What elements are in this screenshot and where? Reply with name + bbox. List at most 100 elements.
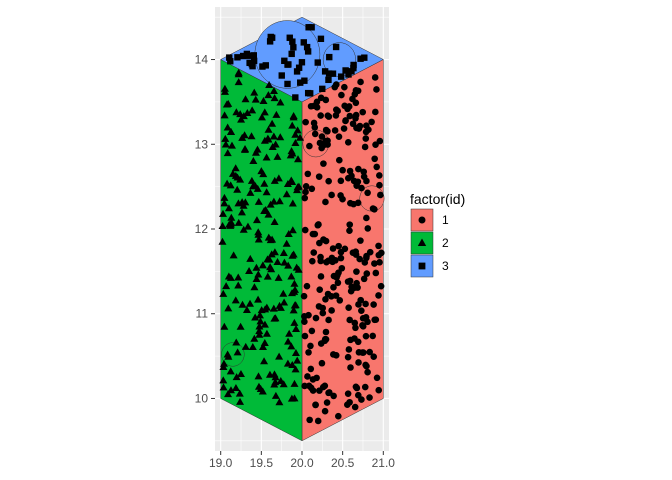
data-point-1 (351, 319, 359, 327)
data-point-2 (219, 359, 228, 367)
data-point-1 (363, 362, 370, 370)
data-point-1 (355, 165, 362, 173)
data-point-1 (329, 258, 336, 266)
data-point-2 (233, 185, 242, 193)
data-point-2 (220, 199, 229, 207)
data-point-1 (320, 160, 327, 167)
data-point-1 (361, 143, 369, 151)
data-point-1 (321, 407, 329, 415)
data-point-2 (218, 221, 227, 229)
data-point-3 (249, 62, 256, 70)
data-point-2 (273, 257, 282, 265)
data-point-3 (292, 94, 299, 101)
data-point-1 (335, 412, 342, 420)
data-point-1 (336, 297, 344, 304)
data-point-2 (234, 199, 243, 207)
data-point-2 (220, 84, 229, 92)
data-point-2 (272, 110, 281, 118)
data-point-1 (354, 178, 362, 186)
data-point-3 (234, 54, 241, 61)
data-point-2 (258, 261, 267, 269)
data-point-2 (219, 289, 228, 297)
data-point-2 (261, 205, 270, 213)
data-point-3 (314, 59, 321, 66)
data-point-2 (238, 300, 247, 308)
data-point-2 (260, 320, 269, 328)
data-point-2 (234, 78, 243, 86)
data-point-2 (221, 134, 230, 142)
data-point-1 (304, 373, 311, 380)
data-point-1 (326, 389, 333, 396)
data-point-2 (248, 106, 257, 114)
data-point-2 (258, 387, 267, 395)
data-point-3 (288, 50, 295, 58)
data-point-1 (358, 307, 365, 314)
data-point-2 (275, 197, 284, 205)
data-point-1 (376, 258, 383, 266)
data-point-1 (335, 133, 343, 141)
data-point-1 (341, 83, 348, 91)
data-point-3 (259, 63, 266, 70)
data-point-2 (224, 272, 233, 280)
data-point-1 (322, 96, 330, 104)
data-point-1 (344, 401, 351, 409)
data-point-2 (285, 329, 294, 337)
data-point-2 (234, 281, 243, 289)
data-point-3 (266, 38, 274, 45)
data-point-1 (337, 254, 345, 262)
data-point-2 (294, 155, 303, 163)
data-point-2 (236, 322, 245, 330)
data-point-2 (255, 322, 264, 330)
data-point-1 (371, 260, 378, 267)
data-point-2 (234, 273, 243, 281)
data-point-2 (255, 327, 264, 335)
data-point-1 (373, 374, 381, 382)
data-point-1 (357, 78, 364, 86)
data-point-1 (349, 95, 356, 103)
data-point-1 (360, 168, 368, 176)
data-point-2 (288, 121, 297, 129)
data-point-1 (352, 115, 359, 122)
data-point-1 (346, 316, 354, 324)
data-point-3 (317, 35, 325, 43)
series-3-points (226, 24, 368, 101)
data-point-2 (254, 197, 263, 205)
data-point-2 (236, 110, 245, 118)
data-point-1 (356, 255, 363, 263)
data-point-2 (218, 209, 227, 217)
x-tick-label: 20.0 (290, 456, 314, 470)
legend: factor(id) 1 2 3 (410, 191, 465, 278)
data-point-3 (350, 61, 357, 69)
data-point-3 (301, 77, 308, 84)
data-point-3 (304, 89, 312, 97)
data-point-1 (363, 214, 370, 222)
data-point-2 (229, 251, 238, 259)
data-point-2 (262, 153, 271, 161)
data-point-1 (331, 83, 339, 91)
data-point-2 (250, 283, 259, 291)
data-point-3 (297, 79, 304, 86)
data-point-2 (288, 226, 297, 234)
data-point-1 (311, 230, 319, 238)
data-point-2 (235, 389, 244, 397)
data-point-1 (362, 128, 370, 136)
data-point-2 (288, 177, 297, 185)
data-point-1 (344, 390, 352, 397)
data-point-1 (361, 383, 369, 391)
series-1-points (300, 74, 385, 425)
data-point-3 (226, 54, 233, 61)
data-point-2 (251, 313, 260, 321)
data-point-1 (301, 226, 309, 234)
data-point-2 (270, 94, 279, 102)
data-point-1 (371, 316, 378, 324)
data-point-1 (322, 328, 330, 336)
data-point-1 (313, 98, 321, 106)
data-point-1 (375, 251, 383, 259)
data-point-2 (223, 149, 232, 157)
data-point-1 (359, 315, 367, 322)
data-point-1 (322, 237, 330, 245)
data-point-2 (250, 88, 259, 96)
data-point-1 (336, 156, 343, 164)
data-point-2 (290, 318, 299, 326)
